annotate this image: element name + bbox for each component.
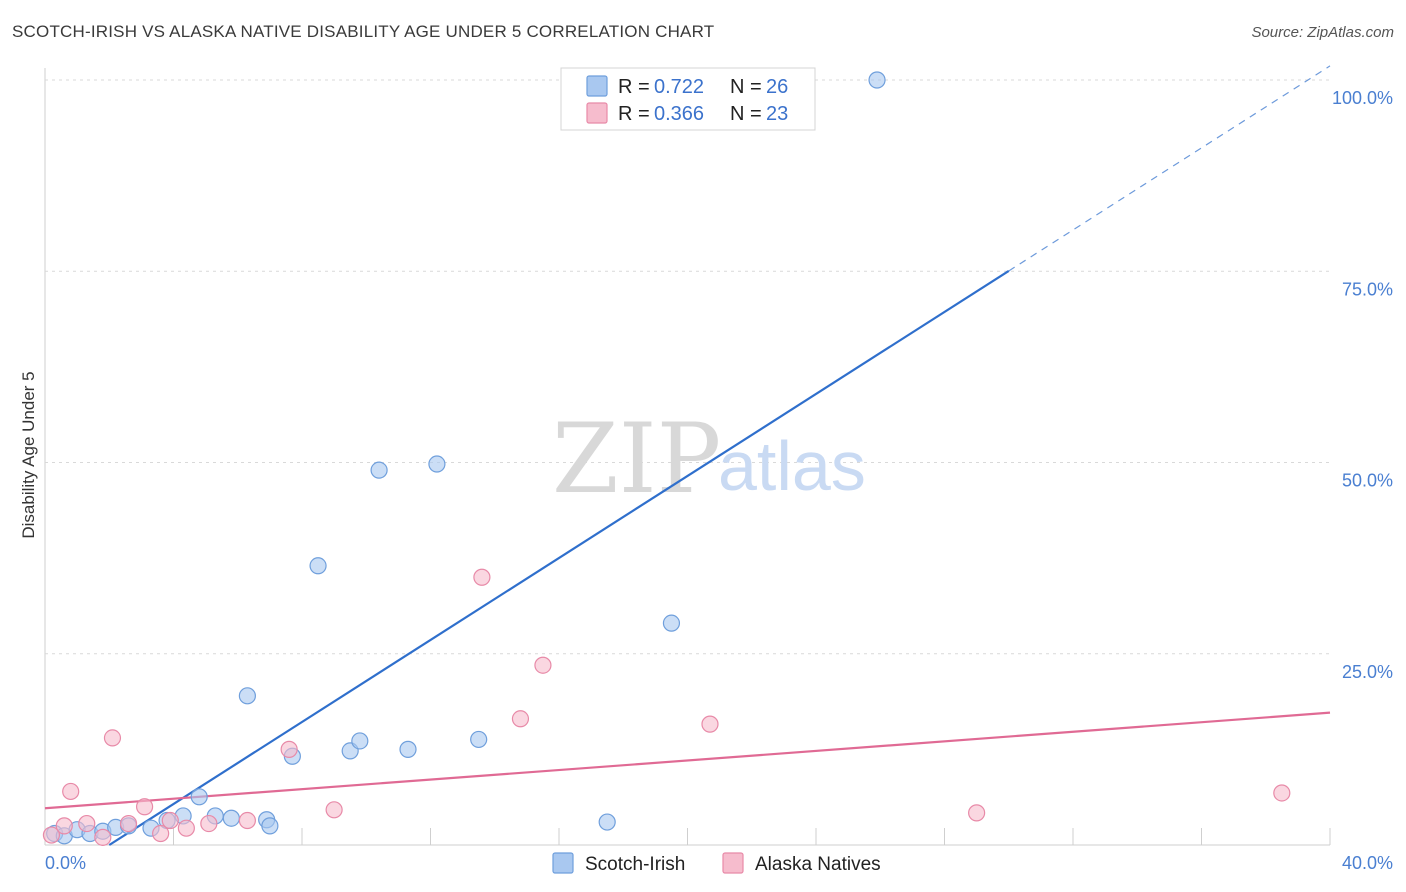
alaska-natives-point xyxy=(280,740,298,758)
alaska-natives-point xyxy=(135,798,154,816)
alaska-natives-point xyxy=(473,568,491,586)
y-tick-label: 50.0% xyxy=(1342,471,1393,491)
scotch-irish-point xyxy=(370,461,388,479)
y-axis-label: Disability Age Under 5 xyxy=(19,371,38,538)
bottom-legend-swatch-alaska-natives xyxy=(722,852,744,874)
scotch-irish-point xyxy=(399,740,417,758)
y-tick-label: 100.0% xyxy=(1332,88,1393,108)
legend-swatch-scotch-irish xyxy=(586,75,608,97)
scotch-irish-point xyxy=(238,687,256,705)
legend-n-label: N = xyxy=(730,76,762,98)
legend-n-value-scotch-irish: 26 xyxy=(766,76,788,98)
y-tick-label: 25.0% xyxy=(1342,662,1393,682)
scotch-irish-point xyxy=(351,732,369,750)
alaska-natives-point xyxy=(62,782,80,801)
alaska-natives-point xyxy=(94,828,112,846)
alaska-natives-point xyxy=(701,715,719,733)
chart-title: SCOTCH-IRISH VS ALASKA NATIVE DISABILITY… xyxy=(12,22,715,41)
scotch-irish-point xyxy=(261,817,279,835)
bottom-legend: Scotch-Irish Alaska Natives xyxy=(552,852,881,875)
watermark-zip: ZIP xyxy=(552,403,721,515)
bottom-legend-swatch-scotch-irish xyxy=(552,852,574,874)
alaska-natives-point xyxy=(1273,784,1291,802)
source-label: Source: ZipAtlas.com xyxy=(1251,24,1394,41)
legend-swatch-alaska-natives xyxy=(586,102,608,124)
legend-r-label: R = xyxy=(618,76,650,98)
alaska-natives-point xyxy=(103,729,122,747)
scotch-irish-trend-extension xyxy=(1008,65,1331,272)
scotch-irish-point xyxy=(309,557,327,575)
x-tick-label: 0.0% xyxy=(45,853,86,873)
alaska-natives-point xyxy=(200,814,218,833)
grid xyxy=(44,68,1331,846)
scotch-irish-point xyxy=(662,614,681,632)
alaska-natives-point xyxy=(238,811,256,830)
alaska-natives-point xyxy=(78,814,96,833)
scotch-irish-point xyxy=(190,788,208,806)
alaska-natives-point xyxy=(119,814,138,833)
bottom-legend-alaska-natives: Alaska Natives xyxy=(755,854,881,875)
scotch-irish-point xyxy=(222,809,240,827)
y-tick-label: 75.0% xyxy=(1342,279,1393,299)
alaska-natives-point xyxy=(152,824,170,843)
scotch-irish-point xyxy=(868,71,886,89)
alaska-natives-point xyxy=(177,819,195,837)
x-tick-label: 40.0% xyxy=(1342,853,1393,873)
watermark-atlas: atlas xyxy=(718,427,866,505)
legend-r-label: R = xyxy=(618,103,650,125)
alaska-natives-point xyxy=(161,811,179,830)
alaska-natives-point xyxy=(534,656,552,674)
y-tick-labels: 25.0% 50.0% 75.0% 100.0% xyxy=(1332,88,1393,682)
legend-n-value-alaska-natives: 23 xyxy=(766,103,788,125)
alaska-natives-point xyxy=(968,804,986,822)
legend-r-value-scotch-irish: 0.722 xyxy=(654,76,704,98)
scotch-irish-point xyxy=(598,813,616,831)
alaska-natives-point xyxy=(55,817,73,835)
alaska-natives-point xyxy=(325,801,343,819)
legend-r-value-alaska-natives: 0.366 xyxy=(654,103,704,125)
trend-lines xyxy=(44,65,1331,846)
scotch-irish-trend-line xyxy=(108,270,1010,846)
bottom-legend-scotch-irish: Scotch-Irish xyxy=(585,854,685,875)
data-points xyxy=(42,71,1291,846)
alaska-natives-point xyxy=(511,710,530,728)
scotch-irish-point xyxy=(428,455,446,473)
legend-n-label: N = xyxy=(730,103,762,125)
alaska-natives-point xyxy=(42,826,61,844)
legend: R = 0.722 N = 26 R = 0.366 N = 23 xyxy=(560,67,816,131)
scotch-irish-point xyxy=(470,730,488,749)
alaska-natives-trend-line xyxy=(44,711,1331,810)
x-tick-labels: 0.0% 40.0% xyxy=(45,853,1393,873)
